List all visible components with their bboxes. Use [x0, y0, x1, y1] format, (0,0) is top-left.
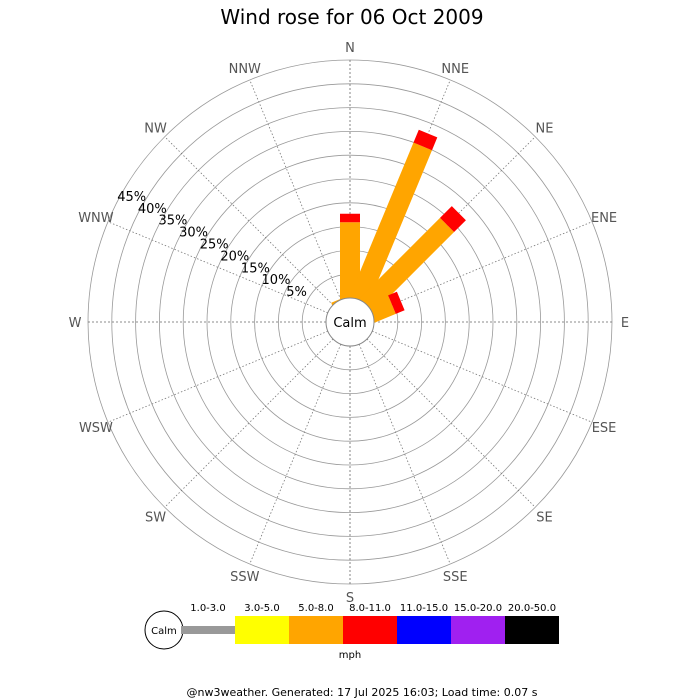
legend-bin-label: 11.0-15.0: [400, 603, 448, 614]
direction-label: SSE: [443, 570, 468, 585]
legend-calm-label: Calm: [151, 626, 177, 637]
percent-tick-label: 35%: [158, 214, 187, 229]
calm-circle: [325, 297, 375, 347]
direction-labels: N NNE NE ENE E ESE SE SSE S SSW SW WSW W WNW NW NNW: [69, 41, 630, 606]
wind-bar-segment: [413, 129, 438, 151]
wind-bar-segment: [440, 206, 466, 232]
percent-tick-label: 40%: [138, 202, 167, 217]
direction-spoke: [107, 221, 328, 314]
direction-label: W: [69, 316, 82, 331]
direction-spoke: [249, 344, 342, 565]
percent-tick-label: 20%: [220, 249, 249, 264]
direction-label: N: [345, 41, 355, 56]
percent-tick-label: 45%: [117, 190, 146, 205]
grid-ring: [158, 130, 542, 514]
direction-spoke: [366, 338, 536, 508]
direction-label: SE: [536, 510, 552, 525]
percent-tick-label: 5%: [286, 285, 307, 300]
grid-ring: [230, 202, 470, 442]
direction-spoke: [107, 330, 328, 423]
direction-spoke: [358, 344, 451, 565]
legend-bin-label: 8.0-11.0: [349, 603, 391, 614]
percent-tick-label: 30%: [179, 226, 208, 241]
direction-spoke: [164, 136, 334, 306]
grid-ring: [135, 107, 565, 537]
calm-label: Calm: [333, 316, 366, 331]
direction-label: NE: [535, 122, 553, 137]
footer-text: @nw3weather. Generated: 17 Jul 2025 16:0…: [187, 686, 538, 699]
percent-tick-label: 25%: [200, 238, 229, 253]
direction-spoke: [249, 79, 342, 300]
percent-tick-label: 10%: [262, 273, 291, 288]
legend-bin-label: 5.0-8.0: [298, 603, 333, 614]
direction-spoke: [372, 221, 593, 314]
legend-bin-label: 20.0-50.0: [508, 603, 556, 614]
direction-label: ESE: [592, 421, 617, 436]
grid-ring: [206, 178, 494, 466]
percent-labels: 5%10%15%20%25%30%35%40%45%: [117, 190, 307, 300]
grid-ring: [111, 83, 589, 561]
direction-label: WNW: [78, 211, 114, 226]
direction-label: NNE: [441, 62, 469, 77]
legend-bin-label: 1.0-3.0: [190, 603, 225, 614]
wind-bar-segment: [348, 217, 455, 324]
legend-unit-label: mph: [339, 650, 361, 661]
percent-tick-label: 15%: [241, 261, 270, 276]
legend-swatch: [343, 616, 397, 644]
speed-legend: Calm mph 1.0-3.0 3.0-5.0 5.0-8.0 8.0-11.0 11…: [144, 603, 559, 661]
legend-swatch: [397, 616, 451, 644]
direction-spoke: [164, 338, 334, 508]
direction-label: SSW: [230, 570, 260, 585]
direction-spoke: [372, 330, 593, 423]
direction-label: S: [346, 591, 354, 606]
legend-bin-label: 15.0-20.0: [454, 603, 502, 614]
direction-label: E: [621, 316, 629, 331]
direction-label: WSW: [79, 421, 113, 436]
legend-swatch: [451, 616, 505, 644]
calm-circle-group: Calm: [325, 297, 375, 347]
legend-swatch: [235, 616, 289, 644]
chart-title: Wind rose for 06 Oct 2009: [220, 5, 483, 29]
direction-label: NNW: [229, 62, 261, 77]
grid-ring: [182, 154, 518, 490]
direction-label: SW: [145, 510, 166, 525]
wind-bar-segment: [340, 213, 360, 223]
legend-bin-label: 3.0-5.0: [244, 603, 279, 614]
legend-swatch: [289, 616, 343, 644]
legend-swatch: [505, 616, 559, 644]
legend-swatch: [181, 626, 235, 634]
wind-bar-segment: [343, 142, 432, 319]
wind-bar-segment: [388, 291, 405, 314]
direction-label: NW: [144, 122, 167, 137]
direction-label: ENE: [591, 211, 617, 226]
